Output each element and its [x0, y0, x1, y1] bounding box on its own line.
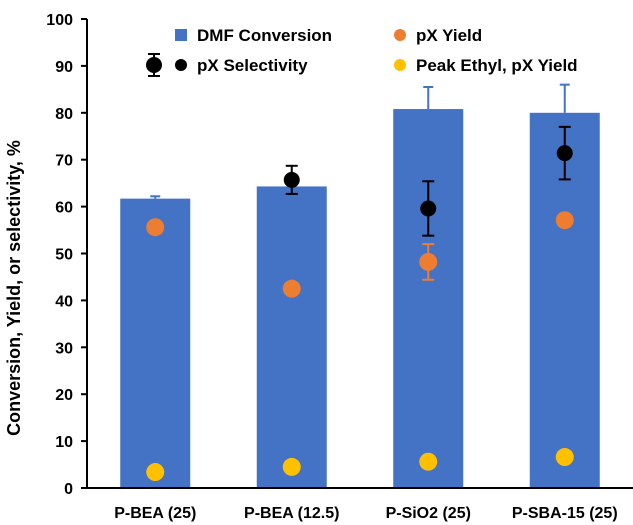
legend-swatch [175, 29, 187, 41]
x-tick-label: P-BEA (12.5) [244, 505, 339, 522]
legend-item: DMF Conversion [175, 26, 332, 45]
point-px-selectivity [556, 145, 573, 162]
legend-label: pX Selectivity [197, 56, 308, 75]
y-tick-label: 0 [64, 481, 73, 498]
x-tick-label: P-SBA-15 (25) [512, 505, 618, 522]
y-tick-label: 20 [55, 387, 73, 404]
x-tick-label: P-SiO2 (25) [386, 505, 471, 522]
axes-layer [81, 18, 633, 489]
legend-item: pX Selectivity [146, 53, 308, 77]
bar-dmf-conversion [120, 198, 191, 488]
legend-label: DMF Conversion [197, 26, 332, 45]
legend-item: pX Yield [394, 26, 482, 45]
legend-label: Peak Ethyl, pX Yield [416, 56, 578, 75]
y-axis-title: Conversion, Yield, or selectivity, % [4, 140, 24, 436]
y-tick-label: 10 [55, 434, 73, 451]
tick-labels-layer: 0 10 20 30 40 50 60 70 80 90 100 P-BEA (25) P-BEA (1… [46, 12, 617, 522]
x-tick-label: P-BEA (25) [114, 505, 196, 522]
y-tick-label: 40 [55, 293, 73, 310]
bars-layer [120, 109, 600, 489]
legend-marker [394, 29, 406, 41]
y-tick-label: 90 [55, 59, 73, 76]
point-px-yield [419, 252, 438, 271]
legend: DMF Conversion pX Yield pX Selectivity Peak… [146, 26, 578, 77]
point-peak-ethyl-px-yield [282, 457, 301, 476]
legend-marker-large [146, 57, 162, 73]
y-tick-label: 30 [55, 340, 73, 357]
legend-marker [394, 59, 406, 71]
y-tick-label: 80 [55, 106, 73, 123]
point-peak-ethyl-px-yield [419, 452, 438, 471]
points-layer [146, 145, 574, 482]
point-px-yield [555, 211, 574, 230]
legend-label: pX Yield [416, 26, 482, 45]
bar-dmf-conversion [256, 186, 327, 489]
point-px-selectivity [420, 200, 437, 217]
point-px-yield [146, 218, 165, 237]
y-tick-label: 60 [55, 200, 73, 217]
point-peak-ethyl-px-yield [146, 463, 165, 482]
error-bars-layer [150, 83, 571, 281]
point-px-yield [282, 279, 301, 298]
y-tick-label: 70 [55, 153, 73, 170]
point-px-selectivity [283, 171, 300, 188]
bar-dmf-conversion [393, 109, 464, 488]
point-peak-ethyl-px-yield [555, 448, 574, 467]
legend-item: Peak Ethyl, pX Yield [394, 56, 578, 75]
y-tick-label: 50 [55, 247, 73, 264]
y-tick-label: 100 [46, 12, 73, 29]
legend-marker [175, 59, 187, 71]
